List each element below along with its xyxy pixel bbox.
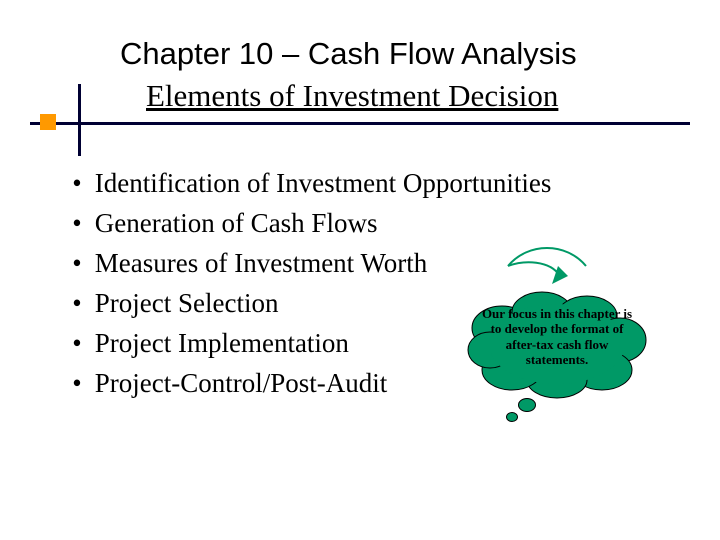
slide-subtitle: Elements of Investment Decision [146, 78, 646, 114]
bullet-text: Measures of Investment Worth [95, 248, 428, 278]
bullet-text: Project Implementation [95, 328, 349, 358]
arrow-path-inner [508, 262, 560, 276]
arrow-icon [500, 236, 594, 292]
bullet-text: Identification of Investment Opportuniti… [95, 168, 552, 198]
horizontal-rule [30, 122, 690, 125]
list-item: • Identification of Investment Opportuni… [66, 164, 626, 204]
accent-square [40, 114, 56, 130]
slide: Chapter 10 – Cash Flow Analysis Elements… [0, 0, 720, 540]
cloud-tail-bubble [506, 412, 518, 422]
bullet-text: Project-Control/Post-Audit [95, 368, 388, 398]
bullet-text: Generation of Cash Flows [95, 208, 378, 238]
list-item: • Project Implementation [66, 324, 626, 364]
chapter-title: Chapter 10 – Cash Flow Analysis [120, 36, 660, 72]
vertical-rule [78, 84, 81, 156]
list-item: • Project-Control/Post-Audit [66, 364, 626, 404]
bullet-text: Project Selection [95, 288, 279, 318]
cloud-tail-bubble [518, 398, 536, 412]
